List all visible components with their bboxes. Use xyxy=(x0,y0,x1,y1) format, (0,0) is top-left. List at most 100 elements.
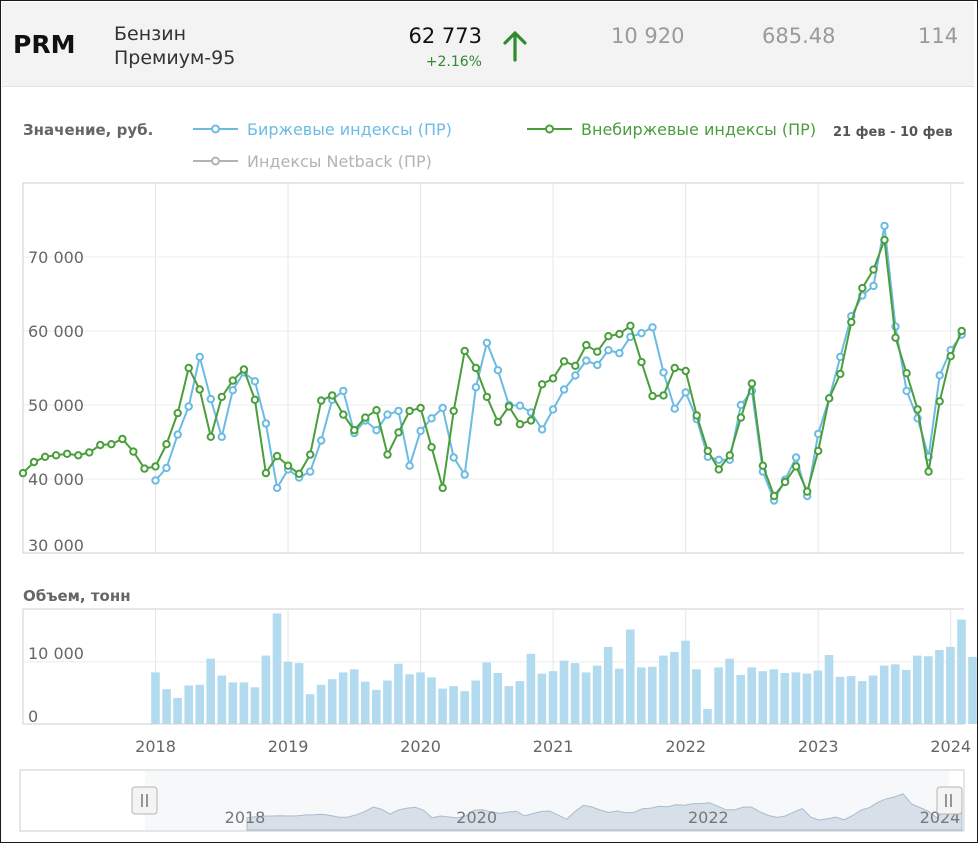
otc-series-point[interactable] xyxy=(173,408,182,418)
volume-bar[interactable] xyxy=(272,613,282,724)
exchange-series-point[interactable] xyxy=(427,414,436,423)
legend-otc-indices[interactable]: Внебиржевые индексы (ПР) xyxy=(527,120,816,139)
otc-series-point[interactable] xyxy=(537,380,547,389)
exchange-series-point[interactable] xyxy=(615,349,624,358)
volume-bar[interactable] xyxy=(824,655,834,724)
otc-series-point[interactable] xyxy=(637,357,646,367)
volume-bar[interactable] xyxy=(350,669,359,724)
exchange-series-point[interactable] xyxy=(306,467,315,476)
exchange-series-point[interactable] xyxy=(206,394,216,404)
otc-series-point[interactable] xyxy=(626,321,635,330)
exchange-series-point[interactable] xyxy=(869,281,878,291)
otc-series-point[interactable] xyxy=(924,467,933,476)
exchange-series-point[interactable] xyxy=(272,483,282,493)
volume-bar[interactable] xyxy=(449,686,458,724)
exchange-series-point[interactable] xyxy=(228,386,238,395)
otc-series-point[interactable] xyxy=(593,347,602,356)
otc-series-point[interactable] xyxy=(217,392,227,402)
volume-bar[interactable] xyxy=(493,673,503,724)
otc-series-point[interactable] xyxy=(515,420,525,429)
otc-series-point[interactable] xyxy=(29,457,39,467)
otc-series-point[interactable] xyxy=(493,417,503,427)
exchange-series-point[interactable] xyxy=(515,401,525,410)
otc-series-point[interactable] xyxy=(780,477,790,487)
exchange-series-point[interactable] xyxy=(648,323,657,332)
volume-bar[interactable] xyxy=(835,676,845,724)
otc-series-point[interactable] xyxy=(615,329,624,339)
otc-series-point[interactable] xyxy=(526,416,536,425)
otc-series-point[interactable] xyxy=(681,366,690,376)
otc-series-point[interactable] xyxy=(18,468,28,478)
otc-series-point[interactable] xyxy=(946,352,955,361)
otc-series-point[interactable] xyxy=(317,396,326,405)
volume-bar[interactable] xyxy=(438,688,447,724)
otc-series-point[interactable] xyxy=(869,265,878,274)
volume-bar[interactable] xyxy=(394,663,403,724)
otc-series-point[interactable] xyxy=(471,363,481,373)
volume-bar[interactable] xyxy=(736,674,745,724)
otc-series-point[interactable] xyxy=(803,487,812,496)
otc-series-point[interactable] xyxy=(74,451,83,460)
otc-series-point[interactable] xyxy=(184,363,193,373)
volume-bar[interactable] xyxy=(703,709,712,724)
otc-series-point[interactable] xyxy=(416,403,425,413)
volume-bar[interactable] xyxy=(570,663,580,724)
volume-bar[interactable] xyxy=(504,686,514,724)
exchange-series-point[interactable] xyxy=(151,476,160,485)
otc-series-point[interactable] xyxy=(504,402,514,411)
exchange-series-point[interactable] xyxy=(681,388,690,397)
volume-bar[interactable] xyxy=(427,677,436,724)
exchange-series-point[interactable] xyxy=(791,453,801,462)
volume-bar[interactable] xyxy=(537,673,547,724)
volume-bar[interactable] xyxy=(283,661,293,724)
legend-netback-indices[interactable]: Индексы Netback (ПР) xyxy=(193,152,432,171)
otc-series-point[interactable] xyxy=(582,340,591,350)
volume-bar[interactable] xyxy=(460,691,469,724)
otc-series-point[interactable] xyxy=(107,440,116,449)
navigator-left-handle[interactable] xyxy=(131,786,158,815)
exchange-series-point[interactable] xyxy=(195,352,204,362)
volume-bar[interactable] xyxy=(670,651,679,724)
otc-series-point[interactable] xyxy=(548,374,558,383)
otc-series-point[interactable] xyxy=(571,361,580,370)
exchange-series-point[interactable] xyxy=(902,386,911,396)
otc-series-point[interactable] xyxy=(40,452,50,461)
exchange-series-point[interactable] xyxy=(670,404,679,413)
otc-series-point[interactable] xyxy=(659,391,668,400)
exchange-series-point[interactable] xyxy=(493,366,503,375)
volume-bar[interactable] xyxy=(868,675,878,725)
volume-bar[interactable] xyxy=(173,697,182,724)
otc-series-point[interactable] xyxy=(891,333,900,342)
volume-bar[interactable] xyxy=(769,669,779,724)
volume-bar[interactable] xyxy=(184,685,193,725)
otc-series-point[interactable] xyxy=(847,317,856,327)
volume-bar[interactable] xyxy=(195,684,204,724)
volume-bar[interactable] xyxy=(747,667,756,724)
otc-series-point[interactable] xyxy=(604,332,613,341)
otc-series-point[interactable] xyxy=(85,448,94,457)
navigator-right-handle[interactable] xyxy=(936,786,963,815)
volume-bar[interactable] xyxy=(250,687,260,724)
exchange-series-point[interactable] xyxy=(184,402,193,411)
volume-bar[interactable] xyxy=(924,656,933,724)
exchange-series-point[interactable] xyxy=(659,368,668,377)
exchange-series-point[interactable] xyxy=(438,403,447,413)
otc-series-point[interactable] xyxy=(272,451,282,461)
exchange-series-point[interactable] xyxy=(449,453,458,462)
otc-series-point[interactable] xyxy=(394,428,403,437)
volume-bar[interactable] xyxy=(935,650,944,724)
volume-bar[interactable] xyxy=(217,675,227,725)
exchange-series-point[interactable] xyxy=(162,463,171,473)
volume-bar[interactable] xyxy=(637,667,646,724)
otc-series-point[interactable] xyxy=(306,450,315,459)
volume-bar[interactable] xyxy=(151,672,160,724)
otc-series-point[interactable] xyxy=(725,451,734,460)
exchange-series-point[interactable] xyxy=(394,406,403,416)
exchange-series-point[interactable] xyxy=(250,377,260,386)
exchange-series-point[interactable] xyxy=(405,461,414,470)
exchange-series-point[interactable] xyxy=(261,419,271,428)
otc-series-point[interactable] xyxy=(692,411,701,420)
exchange-series-point[interactable] xyxy=(714,455,723,464)
otc-series-point[interactable] xyxy=(758,461,768,470)
exchange-series-point[interactable] xyxy=(593,360,602,370)
